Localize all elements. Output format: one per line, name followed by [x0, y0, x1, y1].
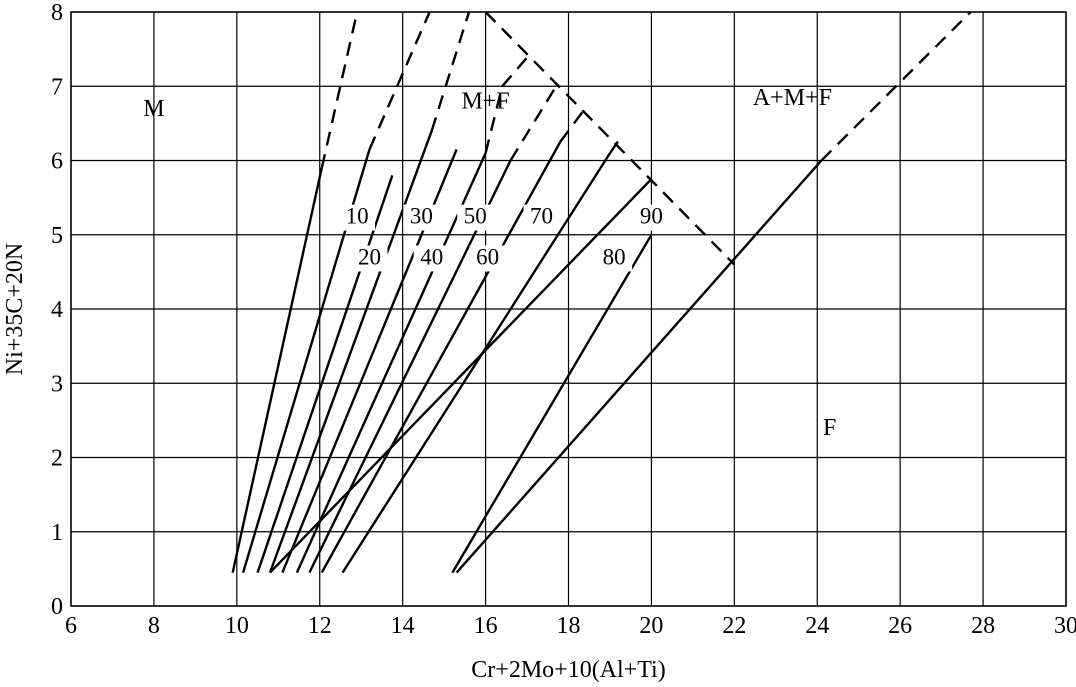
- iso-line-label: 90: [640, 204, 663, 229]
- y-tick-label: 6: [51, 149, 63, 175]
- iso-ferrite-line: [268, 130, 433, 574]
- y-axis-label: Ni+35C+20N: [2, 243, 28, 375]
- region-labels: M M+F A+M+F F: [143, 85, 836, 441]
- region-label: M: [143, 96, 164, 122]
- y-tick-label: 5: [51, 223, 63, 249]
- iso-label-background: [351, 245, 388, 272]
- iso-ferrite-line: [341, 152, 612, 574]
- dashed-boundary-line: [430, 11, 471, 132]
- iso-ferrite-line: [320, 141, 562, 574]
- iso-ferrite-line: [231, 167, 323, 573]
- dashed-boundary-line: [368, 11, 431, 150]
- x-tick-label: 20: [639, 613, 663, 639]
- x-tick-label: 24: [805, 613, 829, 639]
- region-label: A+M+F: [753, 85, 832, 111]
- x-tick-label: 10: [225, 613, 249, 639]
- iso-label-background: [457, 204, 494, 231]
- y-tick-label: 4: [51, 297, 63, 323]
- iso-ferrite-line: [295, 152, 487, 574]
- iso-ferrite-line: [256, 175, 394, 573]
- iso-label-background: [339, 204, 376, 231]
- x-tick-label: 14: [391, 613, 415, 639]
- x-tick-label: 18: [557, 613, 581, 639]
- dashed-boundary-line: [609, 137, 622, 154]
- plot-frame: [70, 11, 1067, 607]
- iso-line-labels: 10 20 30 40 50 60 70 80 90: [339, 204, 670, 272]
- y-tick-label: 1: [51, 520, 63, 546]
- grid-lines: [71, 12, 1066, 606]
- iso-label-background: [633, 204, 670, 231]
- iso-line-label: 80: [603, 244, 626, 269]
- dashed-boundary-line: [820, 11, 972, 162]
- iso-line-label: 20: [358, 244, 381, 269]
- iso-line-label: 70: [530, 204, 553, 229]
- x-tick-label: 12: [308, 613, 332, 639]
- series-lines: [231, 11, 972, 574]
- iso-ferrite-line: [269, 178, 653, 574]
- region-label: M+F: [461, 89, 509, 115]
- x-tick-label: 22: [722, 613, 746, 639]
- iso-line-label: 50: [464, 204, 487, 229]
- x-tick-label: 26: [888, 613, 912, 639]
- x-tick-label: 28: [971, 613, 995, 639]
- y-tick-label: 2: [51, 446, 63, 472]
- x-tick-labels: 6 8 10 12 14 16 18 20 22 24 26 28 30: [65, 613, 1076, 639]
- dashed-boundary-line: [484, 11, 736, 266]
- y-tick-label: 3: [51, 371, 63, 397]
- iso-label-background: [523, 204, 560, 231]
- x-tick-label: 6: [65, 613, 77, 639]
- y-tick-labels: 0 1 2 3 4 5 6 7 8: [51, 0, 63, 620]
- iso-label-background: [413, 245, 450, 272]
- iso-line-label: 10: [346, 204, 369, 229]
- iso-line-label: 40: [420, 244, 443, 269]
- dashed-boundary-line: [509, 85, 558, 162]
- region-label: F: [823, 415, 836, 441]
- iso-label-background: [403, 204, 440, 231]
- x-axis-label: Cr+2Mo+10(Al+Ti): [471, 657, 665, 683]
- iso-line-label: 30: [410, 204, 433, 229]
- iso-line-label: 60: [476, 244, 499, 269]
- iso-label-background: [596, 245, 633, 272]
- iso-ferrite-line: [455, 159, 823, 574]
- x-tick-label: 8: [148, 613, 160, 639]
- iso-label-background: [469, 245, 506, 272]
- dashed-boundary-line: [320, 11, 359, 169]
- x-tick-label: 30: [1054, 613, 1076, 639]
- y-tick-label: 7: [51, 74, 63, 100]
- dashed-boundary-line: [484, 52, 533, 154]
- x-tick-label: 16: [474, 613, 498, 639]
- iso-ferrite-line: [451, 234, 653, 574]
- y-tick-label: 8: [51, 0, 63, 26]
- dashed-boundary-line: [559, 107, 587, 143]
- y-tick-label: 0: [51, 594, 63, 620]
